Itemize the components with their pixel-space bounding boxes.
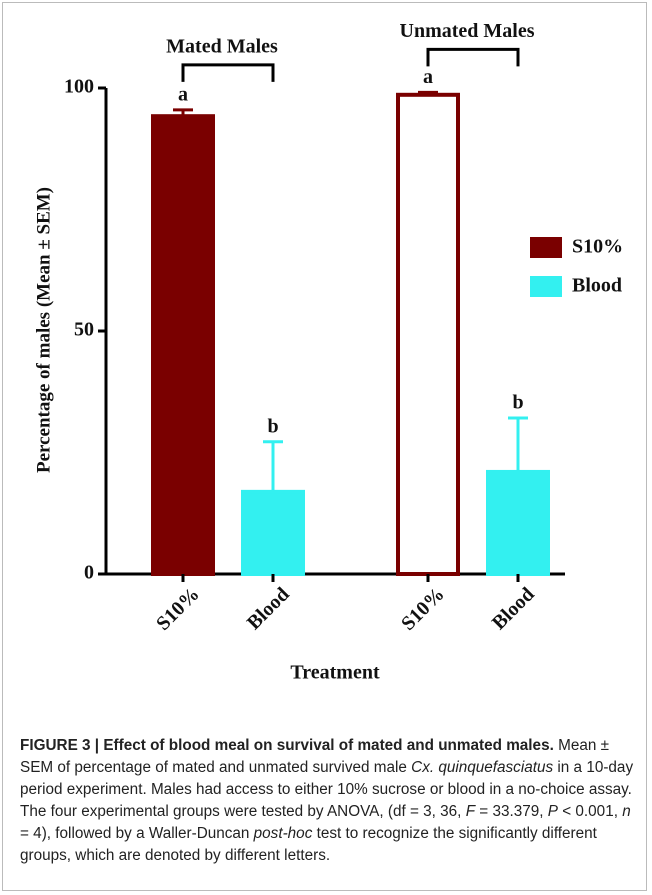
y-axis-label: Percentage of males (Mean ± SEM): [33, 187, 54, 473]
caption-text: test to recognize the significantly diff…: [20, 825, 597, 864]
legend-swatch: [530, 237, 562, 258]
caption-text: P: [547, 803, 558, 820]
y-tick-label: 0: [84, 562, 94, 584]
caption-text: n: [622, 803, 631, 820]
x-tick-label: Blood: [488, 583, 539, 634]
legend-label: Blood: [572, 275, 622, 297]
caption-text: post-hoc: [253, 825, 313, 842]
bar: [486, 469, 550, 576]
x-tick-label: S10%: [397, 583, 449, 635]
x-tick-label: Blood: [243, 583, 294, 634]
significance-letter: b: [512, 392, 523, 414]
chart: Percentage of males (Mean ± SEM) Treatme…: [33, 20, 623, 684]
significance-letter: b: [267, 415, 278, 437]
bar: [151, 114, 215, 577]
legend-swatch: [530, 276, 562, 297]
caption-text: = 4), followed by a Waller-Duncan: [20, 825, 254, 842]
y-tick-label: 100: [64, 76, 94, 98]
group-label: Mated Males: [166, 35, 278, 57]
caption-text: F: [465, 803, 476, 820]
legend-label: S10%: [572, 236, 623, 258]
bar: [396, 92, 460, 577]
significance-letter: a: [423, 66, 433, 88]
caption-text: Cx. quinquefasciatus: [411, 759, 554, 776]
caption-label: FIGURE 3 | Effect of blood meal on survi…: [20, 737, 554, 754]
x-tick-label: S10%: [152, 583, 204, 635]
caption: FIGURE 3 | Effect of blood meal on survi…: [20, 735, 635, 867]
group-bracket: [426, 47, 520, 67]
caption-text: Mean ± SEM of percentage of mated and un…: [20, 737, 609, 776]
caption-text: in a 10-day period experiment. Males had…: [20, 759, 634, 820]
y-tick-label: 50: [74, 319, 94, 341]
group-label: Unmated Males: [400, 20, 535, 42]
caption-text: = 33.379,: [475, 803, 548, 820]
significance-letter: a: [178, 83, 188, 105]
bar: [241, 489, 305, 576]
group-bracket: [181, 63, 275, 82]
x-axis-label: Treatment: [290, 662, 380, 684]
caption-text: < 0.001,: [557, 803, 623, 820]
